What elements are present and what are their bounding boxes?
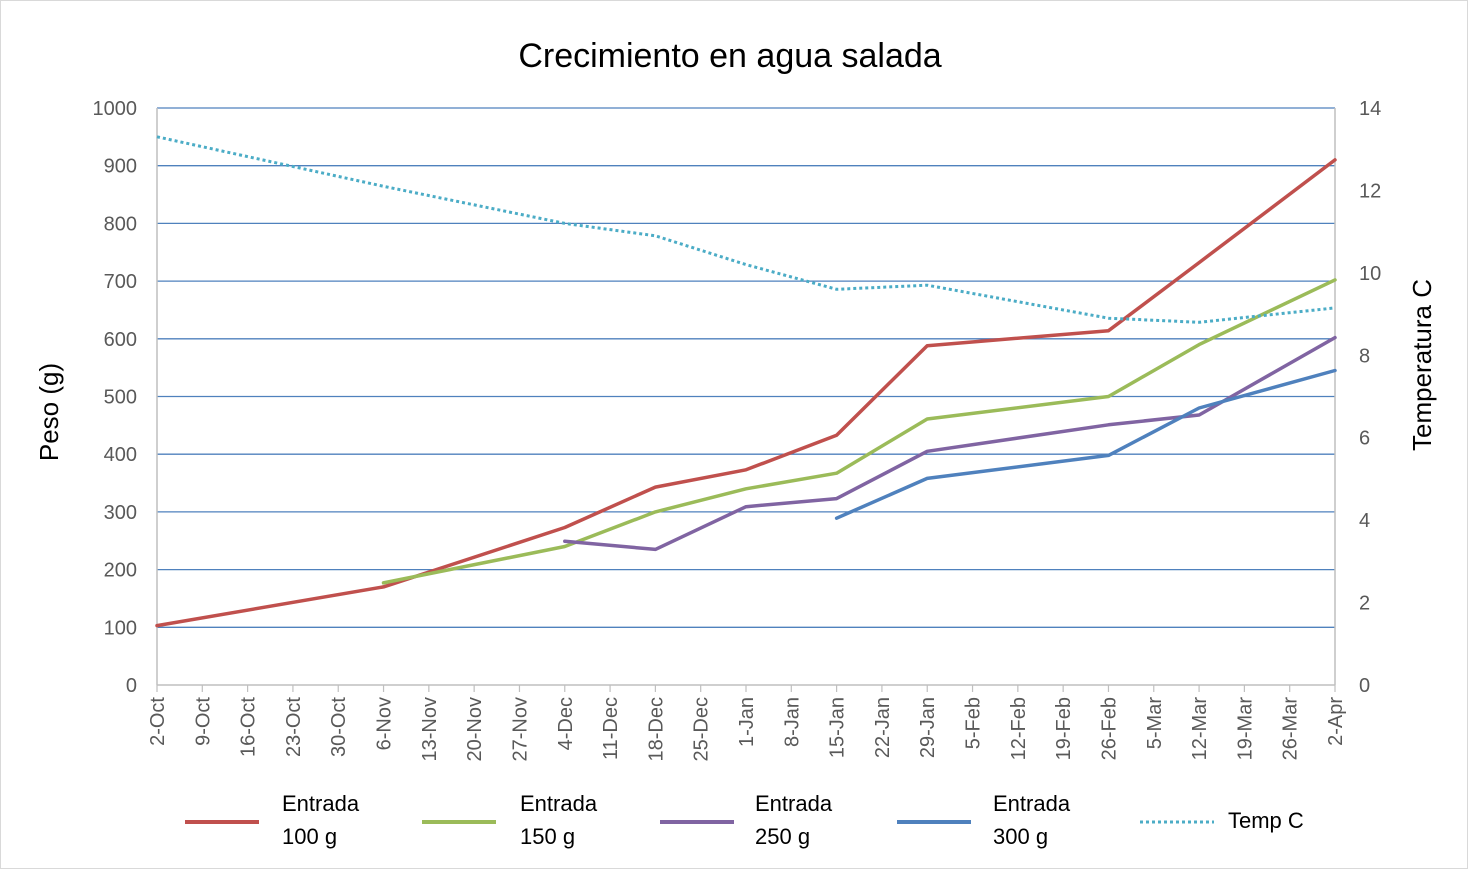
y-tick-label: 900 [104,156,137,178]
y2-tick-label: 4 [1359,510,1370,532]
x-tick-label: 19-Feb [1053,697,1075,760]
x-tick-label: 29-Jan [917,697,939,758]
x-tick-label: 5-Mar [1144,697,1166,750]
y-tick-label: 1000 [93,98,138,120]
gridlines [157,107,1335,628]
x-tick-label: 9-Oct [192,697,214,746]
legend-label: Entrada [755,791,833,816]
legend-label: Temp C [1228,808,1304,833]
x-tick-label: 2-Oct [147,697,169,746]
x-tick-label: 8-Jan [781,697,803,747]
x-tick-label: 26-Mar [1280,697,1302,761]
x-tick-label: 22-Jan [872,697,894,758]
y-axis-ticks: 0 100 200 300 400 500 600 700 800 900 1000 [93,98,138,697]
y2-tick-label: 8 [1359,345,1370,367]
x-tick-label: 16-Oct [238,697,260,757]
axes [156,108,1336,692]
legend-label: Entrada [282,791,360,816]
x-tick-label: 4-Dec [555,697,577,750]
y-tick-label: 0 [126,675,137,697]
series-line-3 [834,368,1337,520]
y2-tick-label: 10 [1359,263,1381,285]
y-tick-label: 800 [104,213,137,235]
x-tick-label: 26-Feb [1098,697,1120,760]
x-tick-label: 18-Dec [645,697,667,761]
series-line-4 [156,135,1336,324]
y2-tick-label: 2 [1359,593,1370,615]
series-line-0 [155,158,1337,628]
x-tick-label: 2-Apr [1325,697,1347,746]
legend-label: Entrada [520,791,598,816]
legend-label: 150 g [520,824,575,849]
x-tick-label: 11-Dec [600,697,622,760]
legend-label: Entrada [993,791,1071,816]
x-tick-label: 5-Feb [963,697,985,749]
y2-tick-label: 12 [1359,180,1381,202]
y-tick-label: 400 [104,444,137,466]
y-tick-label: 500 [104,387,137,409]
legend: Entrada 100 g Entrada 150 g Entrada 250 g Entr… [185,791,1304,849]
x-tick-label: 1-Jan [736,697,758,747]
legend-label: 100 g [282,824,337,849]
series-line-2 [563,335,1337,552]
y2-axis-ticks: 0 2 4 6 8 10 12 14 [1359,98,1381,697]
x-tick-label: 27-Nov [509,697,531,761]
y2-tick-label: 14 [1359,98,1381,120]
y-tick-label: 700 [104,271,137,293]
chart-title: Crecimiento en agua salada [518,37,941,75]
x-tick-label: 13-Nov [419,697,441,761]
x-axis-ticks: 2-Oct 9-Oct 16-Oct 23-Oct 30-Oct 6-Nov 13-Nov 2… [147,697,1347,762]
y-tick-label: 600 [104,329,137,351]
legend-label: 250 g [755,824,810,849]
x-tick-label: 6-Nov [374,697,396,750]
x-tick-label: 19-Mar [1234,697,1256,761]
y-tick-label: 300 [104,502,137,524]
x-tick-label: 23-Oct [283,697,305,757]
x-tick-label: 12-Mar [1189,697,1211,761]
y-axis-title: Peso (g) [34,363,64,461]
legend-label: 300 g [993,824,1048,849]
x-tick-label: 25-Dec [691,697,713,761]
y2-axis-title: Temperatura C [1407,279,1437,451]
y2-tick-label: 6 [1359,428,1370,450]
y-tick-label: 200 [104,560,137,582]
y2-tick-label: 0 [1359,675,1370,697]
x-tick-label: 30-Oct [328,697,350,757]
x-tick-label: 12-Feb [1008,697,1030,760]
series-lines [155,135,1337,628]
x-tick-label: 15-Jan [827,697,849,758]
x-tick-label: 20-Nov [464,697,486,761]
y-tick-label: 100 [104,617,137,639]
series-line-1 [381,278,1337,585]
